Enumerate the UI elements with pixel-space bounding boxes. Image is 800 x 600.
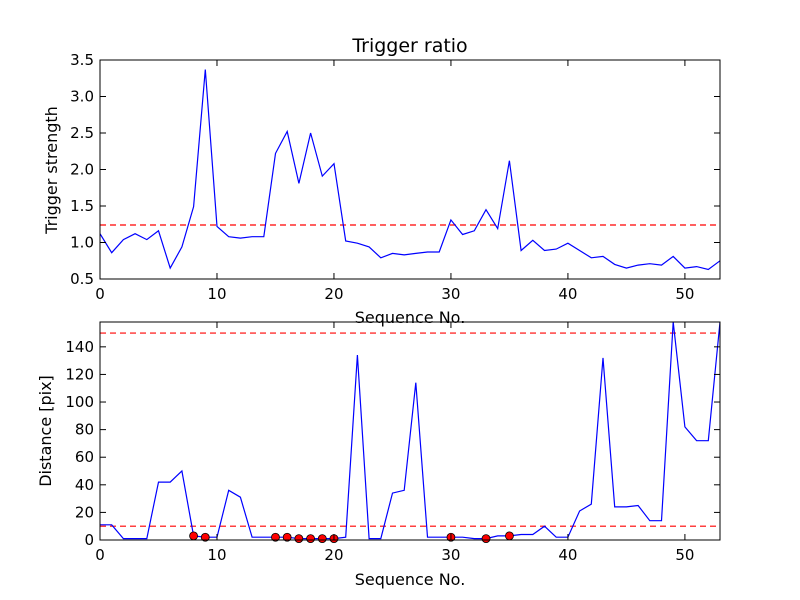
plot-area-trigger: 0 10 20 30 40 50 0.5 1.0 1.5 2.0 2.5 3.0 3.5 [70, 51, 721, 303]
series-line [100, 69, 720, 271]
data-point [189, 531, 198, 541]
data-point [271, 532, 280, 542]
x-tick-label: 30 [441, 285, 460, 303]
y-tick-label: 40 [75, 476, 94, 494]
x-tick-label: 50 [675, 546, 694, 564]
x-tick-label: 0 [95, 285, 105, 303]
chart-title: Trigger ratio [351, 35, 467, 57]
y-tick-label: 2.5 [70, 124, 94, 142]
chart-trigger-ratio: Trigger ratio 0 10 20 30 40 50 0.5 1.0 1.5 2.0 2.5… [42, 35, 721, 327]
data-point [306, 534, 315, 544]
x-tick-label: 50 [675, 285, 694, 303]
data-point [200, 532, 210, 542]
y-tick-label: 60 [75, 448, 94, 466]
y-tick-label: 1.0 [70, 234, 94, 252]
y-tick-label: 20 [75, 503, 94, 521]
y-tick-label: 1.5 [70, 197, 94, 215]
y-tick-label: 0.5 [70, 270, 94, 288]
y-tick-label: 120 [65, 365, 94, 383]
y-tick-label: 80 [75, 421, 94, 439]
x-tick-label: 10 [207, 546, 226, 564]
x-axis-label-bottom: Sequence No. [355, 570, 466, 589]
x-tick-label: 20 [324, 285, 343, 303]
x-axis-label-top: Sequence No. [355, 308, 466, 327]
y-tick-label: 2.0 [70, 161, 94, 179]
data-point [317, 534, 327, 544]
y-tick-label: 0 [84, 531, 94, 549]
x-tick-label: 40 [558, 546, 577, 564]
data-point [481, 534, 491, 544]
y-axis-label-top: Trigger strength [42, 106, 61, 235]
chart-distance: 0 10 20 30 40 50 0 20 40 60 80 100 120 140 Sequence N… [36, 321, 721, 589]
x-tick-label: 0 [95, 546, 105, 564]
x-tick-label: 40 [558, 285, 577, 303]
y-tick-label: 140 [65, 338, 94, 356]
y-tick-label: 3.0 [70, 88, 94, 106]
x-tick-label: 20 [324, 546, 343, 564]
y-axis-label-bottom: Distance [pix] [36, 375, 55, 487]
series-line [100, 322, 720, 540]
data-point [282, 532, 292, 542]
y-tick-label: 3.5 [70, 51, 94, 69]
x-tick-label: 10 [207, 285, 226, 303]
data-point [505, 531, 514, 541]
x-tick-label: 30 [441, 546, 460, 564]
plot-frame [99, 59, 721, 280]
plot-area-distance: 0 10 20 30 40 50 0 20 40 60 80 100 120 140 [65, 321, 721, 564]
plot-frame [99, 321, 721, 541]
y-tick-label: 100 [65, 393, 94, 411]
data-point [294, 534, 304, 544]
